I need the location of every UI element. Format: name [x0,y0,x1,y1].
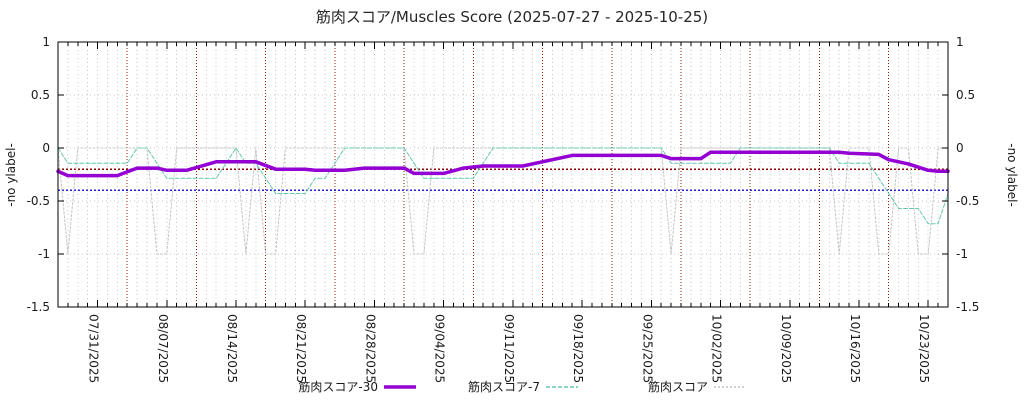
series-line-1 [57,147,949,225]
x-tick-label: 07/31/2025 [87,314,101,383]
x-tick-label: 08/28/2025 [363,314,377,383]
x-tick-label: 10/02/2025 [710,314,724,383]
series-line-2 [57,147,949,255]
y-tick-label-left: -1 [38,247,50,261]
x-tick-label: 10/09/2025 [779,314,793,383]
x-tick-label: 08/14/2025 [225,314,239,383]
series-layer [56,147,950,255]
x-tick-label: 09/18/2025 [571,314,585,383]
x-tick-label: 10/16/2025 [848,314,862,383]
x-tick-label: 08/21/2025 [294,314,308,383]
y-tick-label-left: 0.5 [31,88,50,102]
y-tick-label-left: -0.5 [27,194,50,208]
x-tick-label: 09/25/2025 [640,314,654,383]
x-tick-label: 09/11/2025 [502,314,516,383]
x-tick-label: 09/04/2025 [433,314,447,383]
legend-label-muscles-7: 筋肉スコア-7 [468,379,540,394]
y-tick-label-right: 0 [956,141,964,155]
legend: 筋肉スコア-30 筋肉スコア-7 筋肉スコア [298,379,746,394]
y-tick-label-left: 1 [42,35,50,49]
legend-label-muscles-daily: 筋肉スコア [648,379,708,394]
y-tick-label-right: 0.5 [956,88,975,102]
chart-title: 筋肉スコア/Muscles Score (2025-07-27 - 2025-1… [315,8,709,26]
y-tick-label-left: -1.5 [27,300,50,314]
y-tick-label-right: -1.5 [956,300,979,314]
grid-layer [58,42,948,307]
x-tick-label: 10/23/2025 [917,314,931,383]
y-axis-label-left: -no ylabel- [4,143,18,207]
legend-label-muscles-30: 筋肉スコア-30 [298,379,378,394]
y-tick-label-left: 0 [42,141,50,155]
axes-layer [57,41,949,308]
y-tick-label-right: 1 [956,35,964,49]
series-line-0 [56,150,950,178]
y-tick-label-right: -0.5 [956,194,979,208]
y-tick-label-right: -1 [956,247,968,261]
x-tick-label: 08/07/2025 [156,314,170,383]
tick-label-layer: 1 1 0.5 0.5 0 0 -0.5 -0.5 -1 -1 -1.5 -1.5 07/31/2025… [27,35,980,383]
y-axis-label-right: -no ylabel- [1005,143,1019,207]
